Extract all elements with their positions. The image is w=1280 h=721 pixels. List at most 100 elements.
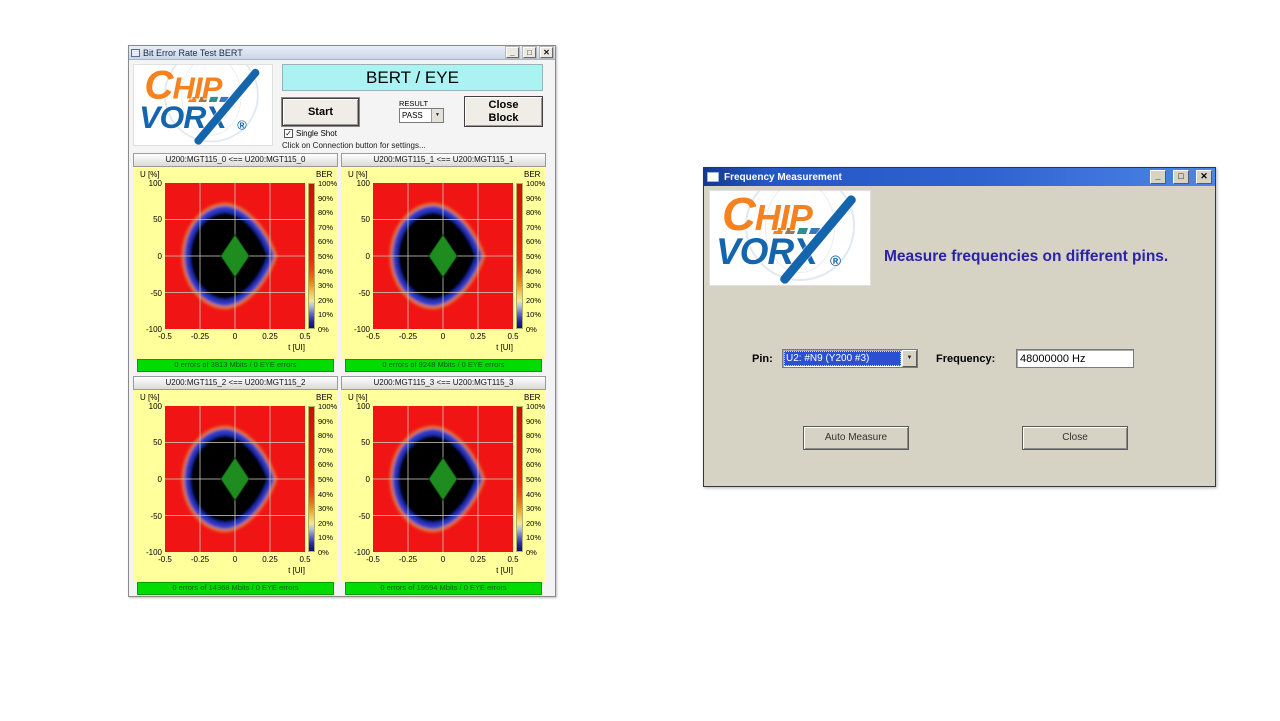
single-shot-label: Single Shot (296, 129, 337, 138)
maximize-button[interactable]: □ (523, 47, 536, 58)
minimize-button[interactable]: _ (506, 47, 519, 58)
ber-tick: 0% (526, 548, 537, 557)
ber-tick: 30% (526, 281, 542, 290)
ber-tick: 0% (526, 325, 537, 334)
logo-registered-mark: ® (237, 118, 247, 133)
y-tick: 100 (356, 402, 370, 411)
eye-diagram-panel: U200:MGT115_0 <== U200:MGT115_0 U [%] BE… (133, 153, 338, 372)
chevron-down-icon[interactable]: ▼ (902, 350, 917, 367)
chipvorx-logo: CHIP VORX ® (133, 64, 273, 146)
x-tick: 0.5 (507, 555, 519, 564)
ber-colorbar (516, 183, 523, 329)
ber-tick: 40% (526, 490, 542, 499)
pin-dropdown[interactable]: U2: #N9 (Y200 #3) ▼ (782, 349, 918, 368)
close-block-button[interactable]: Close Block (464, 96, 543, 127)
ber-tick: 100% (526, 402, 546, 411)
x-tick: -0.5 (366, 555, 380, 564)
y-axis-label: U [%] (348, 393, 368, 402)
bert-titlebar[interactable]: Bit Error Rate Test BERT _ □ ✕ (129, 46, 555, 60)
y-tick: 0 (365, 252, 370, 261)
y-tick: 0 (365, 475, 370, 484)
freq-titlebar[interactable]: Frequency Measurement _ □ ✕ (704, 168, 1215, 186)
eye-center-diamond (220, 234, 250, 278)
ber-tick: 20% (526, 519, 542, 528)
single-shot-checkbox-row[interactable]: ✓ Single Shot (284, 129, 337, 138)
ber-tick: 60% (318, 237, 334, 246)
ber-tick: 90% (318, 417, 334, 426)
eye-diagram-plot (373, 406, 513, 552)
panel-plot-body: U [%] BER (133, 167, 338, 359)
y-axis-label: U [%] (140, 170, 160, 179)
panel-plot-body: U [%] BER (341, 167, 546, 359)
y-tick: 50 (361, 215, 370, 224)
frequency-label: Frequency: (936, 353, 996, 365)
tagline-text: Measure frequencies on different pins. (884, 248, 1169, 265)
x-tick: 0 (232, 555, 238, 564)
x-tick: 0.25 (470, 555, 486, 564)
checkbox-checked-icon[interactable]: ✓ (284, 129, 293, 138)
ber-tick: 100% (526, 179, 546, 188)
ber-tick: 90% (526, 194, 542, 203)
ber-tick: 0% (318, 325, 329, 334)
ber-tick: 70% (318, 446, 334, 455)
y-axis-label: U [%] (140, 393, 160, 402)
eye-diagram-plot (165, 406, 305, 552)
bert-content: CHIP VORX ® BERT / EYE Start RESULT PASS… (129, 60, 555, 596)
panel-status-bar: 0 errors of 19594 Mbits / 0 EYE errors (345, 582, 542, 595)
y-tick: -100 (145, 548, 162, 557)
eye-center-diamond (428, 234, 458, 278)
window-icon (131, 48, 140, 57)
ber-tick: 100% (318, 179, 338, 188)
ber-axis-label: BER (316, 170, 333, 179)
x-tick: 0 (440, 332, 446, 341)
eye-diagram-svg (373, 406, 513, 552)
ber-tick: 90% (318, 194, 334, 203)
result-dropdown[interactable]: PASS ▼ (399, 108, 444, 123)
x-axis-label: t [UI] (496, 566, 513, 575)
panel-plot-body: U [%] BER (341, 390, 546, 582)
x-tick: 0.5 (299, 332, 311, 341)
eye-panels-grid: U200:MGT115_0 <== U200:MGT115_0 U [%] BE… (133, 153, 546, 595)
x-tick: -0.25 (398, 555, 418, 564)
result-label: RESULT (399, 99, 429, 108)
x-tick: 0.5 (299, 555, 311, 564)
pin-dropdown-value: U2: #N9 (Y200 #3) (784, 351, 901, 366)
ber-tick: 70% (318, 223, 334, 232)
auto-measure-button[interactable]: Auto Measure (803, 426, 909, 450)
ber-tick: 0% (318, 548, 329, 557)
y-tick: -100 (353, 548, 370, 557)
start-button[interactable]: Start (282, 98, 359, 126)
ber-colorbar (308, 183, 315, 329)
frequency-input[interactable] (1016, 349, 1134, 368)
close-button[interactable]: ✕ (1196, 170, 1212, 184)
logo-globe-decoration (164, 65, 259, 143)
x-axis-label: t [UI] (288, 343, 305, 352)
ber-tick: 40% (526, 267, 542, 276)
close-dialog-button[interactable]: Close (1022, 426, 1128, 450)
ber-tick: 100% (318, 402, 338, 411)
close-button[interactable]: ✕ (540, 47, 553, 58)
window-title: Bit Error Rate Test BERT (143, 47, 243, 58)
bert-eye-banner: BERT / EYE (282, 64, 543, 91)
eye-diagram-panel: U200:MGT115_2 <== U200:MGT115_2 U [%] BE… (133, 376, 338, 595)
y-tick: -100 (353, 325, 370, 334)
ber-tick: 50% (318, 252, 334, 261)
eye-diagram-plot (165, 183, 305, 329)
x-tick: -0.5 (366, 332, 380, 341)
y-tick: -50 (358, 289, 370, 298)
ber-tick: 50% (526, 475, 542, 484)
minimize-button[interactable]: _ (1150, 170, 1166, 184)
ber-tick: 20% (526, 296, 542, 305)
y-tick: 100 (148, 179, 162, 188)
x-tick: -0.25 (190, 555, 210, 564)
ber-tick: 70% (526, 446, 542, 455)
y-tick: 0 (157, 252, 162, 261)
ber-tick: 80% (526, 208, 542, 217)
y-tick: -100 (145, 325, 162, 334)
chevron-down-icon[interactable]: ▼ (431, 109, 443, 122)
maximize-button[interactable]: □ (1173, 170, 1189, 184)
logo-chip-text: CHIP (144, 64, 222, 108)
logo-registered-mark: ® (830, 253, 842, 270)
ber-tick: 40% (318, 267, 334, 276)
ber-tick: 50% (526, 252, 542, 261)
